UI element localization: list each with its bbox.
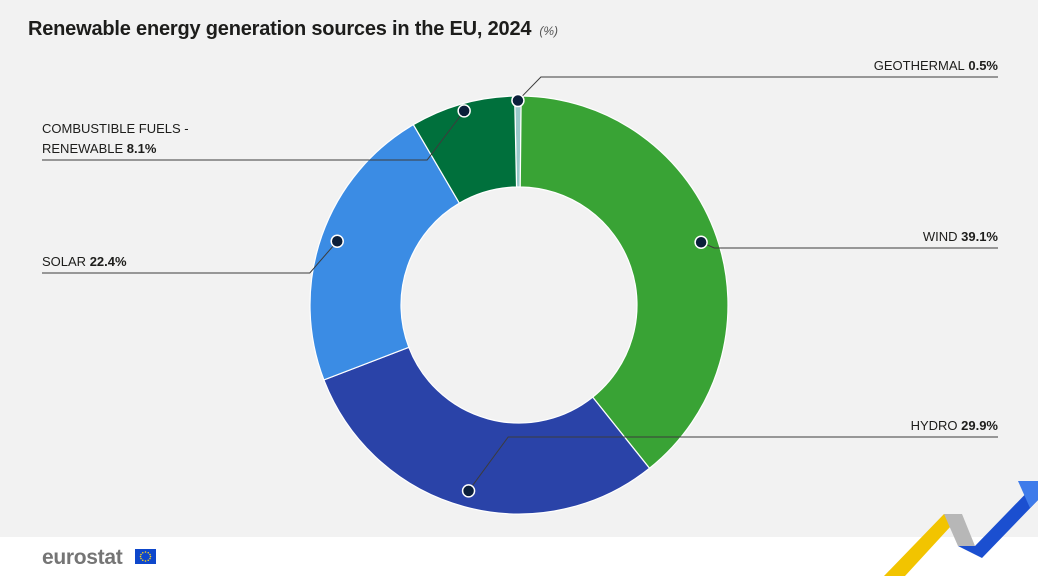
eurostat-logo: eurostat xyxy=(42,546,123,569)
footer xyxy=(0,537,1038,576)
slice-marker xyxy=(457,104,471,118)
slice-value-label: 29.9% xyxy=(958,418,999,433)
leader-line xyxy=(42,110,465,161)
slice-label: SOLAR 22.4% xyxy=(42,254,127,269)
leader-line xyxy=(42,240,338,274)
slice-marker xyxy=(694,235,708,249)
slice-label-name: RENEWABLE xyxy=(42,141,123,156)
slice-marker xyxy=(330,234,344,249)
slice-value-label: 8.1% xyxy=(123,141,157,156)
slice-label: GEOTHERMAL 0.5% xyxy=(874,58,999,73)
slice-label: RENEWABLE 8.1% xyxy=(42,141,157,156)
slice-label-name: HYDRO xyxy=(911,418,958,433)
donut-slices xyxy=(309,95,729,515)
slice-marker xyxy=(511,93,525,108)
slice-label: WIND 39.1% xyxy=(923,229,999,244)
slice-label-name: GEOTHERMAL xyxy=(874,58,965,73)
slice-label: COMBUSTIBLE FUELS - xyxy=(42,121,189,136)
slice-value-label: 22.4% xyxy=(86,254,127,269)
slice-label: HYDRO 29.9% xyxy=(911,418,999,433)
slice-value-label: 39.1% xyxy=(958,229,999,244)
slice-value-label: 0.5% xyxy=(965,58,999,73)
slice-marker xyxy=(461,484,476,498)
chart-unit: (%) xyxy=(539,24,558,38)
leader-line xyxy=(517,76,998,101)
chart-header: Renewable energy generation sources in t… xyxy=(28,18,558,41)
donut-slice xyxy=(309,123,461,381)
leader-line xyxy=(468,436,998,492)
slice-label-name: WIND xyxy=(923,229,958,244)
donut-slice xyxy=(323,346,651,515)
slice-label-name: COMBUSTIBLE FUELS - xyxy=(42,121,189,136)
eu-flag-icon xyxy=(135,549,156,564)
slice-labels: GEOTHERMAL 0.5% WIND 39.1% HYDRO 29.9% SOLA… xyxy=(42,58,999,498)
chart-title: Renewable energy generation sources in t… xyxy=(28,18,532,40)
slice-label-name: SOLAR xyxy=(42,254,86,269)
donut-slice xyxy=(519,95,729,470)
